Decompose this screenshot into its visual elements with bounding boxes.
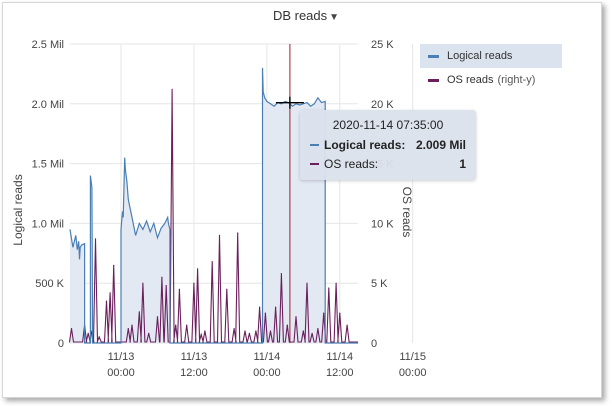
y2-tick-label: 25 K [371,39,394,51]
panel-title[interactable]: DB reads ▼ [0,8,612,23]
tooltip-swatch-os [310,163,319,165]
y-axis-right-labels: 05 K10 K15 K20 K25 K [371,39,394,350]
x-tick-date: 11/14 [254,351,281,363]
y-tick-label: 0 [58,338,64,350]
y-tick-label: 2.0 Mil [32,99,64,111]
caret-down-icon[interactable]: ▼ [329,12,340,23]
x-tick-date: 11/15 [399,351,426,363]
tooltip-swatch-logical [310,144,319,146]
legend-label-logical: Logical reads [447,50,513,62]
x-axis-labels: 11/13 00:00 11/13 12:00 11/14 00:00 11/14 12:00… [107,351,426,379]
y-tick-label: 1.0 Mil [32,218,64,230]
legend-label-os: OS reads [447,74,494,86]
y-axis-left-labels: 0 500 K 1.0 Mil 1.5 Mil 2.0 Mil 2.5 Mil [32,39,65,350]
tooltip-row-logical: Logical reads: 2.009 Mil [310,138,466,152]
os-reads-line [68,89,358,343]
hover-tooltip: 2020-11-14 07:35:00 Logical reads: 2.009… [300,110,476,180]
y2-tick-label: 10 K [371,218,394,230]
panel-title-label[interactable]: DB reads [272,8,328,23]
y-tick-label: 1.5 Mil [32,159,64,171]
x-tick-time: 12:00 [326,367,354,379]
tooltip-label-os: OS reads: [324,157,379,171]
legend-item-logical-reads[interactable]: Logical reads [420,44,562,68]
y-axis-left-title: Logical reads [11,174,25,245]
legend-suffix-os: (right-y) [497,74,536,86]
y-tick-label: 500 K [35,278,64,290]
x-tick-date: 11/13 [181,351,208,363]
tooltip-value-os: 1 [459,157,466,171]
y2-tick-label: 5 K [371,278,388,290]
tooltip-value-logical: 2.009 Mil [415,138,466,152]
y-tick-label: 2.5 Mil [32,39,64,51]
legend-item-os-reads[interactable]: OS reads (right-y) [420,68,562,92]
tooltip-title: 2020-11-14 07:35:00 [332,118,444,132]
x-tick-date: 11/13 [108,351,135,363]
logical-reads-area [70,67,358,344]
legend-swatch-logical [428,54,439,58]
os-reads-series [68,88,358,343]
hover-cursor [275,44,304,343]
x-tick-time: 00:00 [399,367,427,379]
y2-tick-label: 0 [371,338,377,350]
x-tick-time: 00:00 [107,367,135,379]
y-axis-right-title: OS reads [400,187,414,238]
legend-swatch-os [428,78,439,82]
x-tick-time: 12:00 [180,367,208,379]
y2-tick-label: 20 K [371,99,394,111]
x-tick-date: 11/14 [326,351,353,363]
logical-reads-area-fill [70,67,358,344]
tooltip-row-os: OS reads: 1 [310,157,466,171]
tooltip-label-logical: Logical reads: [324,138,406,152]
legend: Logical reads OS reads (right-y) [420,44,562,92]
x-tick-time: 00:00 [253,367,281,379]
